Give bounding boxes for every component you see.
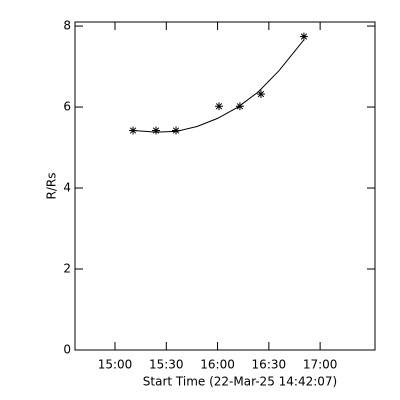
y-axis-label: R/Rs — [45, 173, 59, 200]
data-point — [299, 32, 308, 41]
data-point — [129, 126, 138, 135]
fit-curve — [133, 39, 305, 133]
x-tick-label: 17:00 — [303, 358, 338, 372]
plot-frame — [74, 21, 376, 351]
y-tick-label: 2 — [63, 262, 71, 276]
marker-stroke — [129, 127, 137, 134]
data-point — [215, 102, 223, 111]
marker-stroke — [152, 127, 160, 134]
data-point — [172, 126, 181, 135]
marker-stroke — [300, 33, 308, 40]
y-tick-label: 6 — [63, 100, 71, 114]
marker-stroke — [172, 127, 180, 134]
x-tick-label: 16:30 — [252, 358, 287, 372]
marker-stroke — [236, 103, 244, 110]
marker-stroke — [215, 103, 223, 110]
x-axis-label: Start Time (22-Mar-25 14:42:07) — [143, 375, 337, 389]
data-point — [235, 102, 244, 111]
y-tick-label: 0 — [63, 343, 71, 357]
data-point — [152, 126, 161, 135]
marker-stroke — [257, 90, 265, 98]
x-tick-label: 15:30 — [149, 358, 184, 372]
x-tick-label: 16:00 — [200, 358, 235, 372]
y-tick-label: 8 — [63, 19, 71, 33]
x-tick-label: 15:00 — [98, 358, 133, 372]
y-tick-label: 4 — [63, 181, 71, 195]
data-point — [256, 90, 265, 99]
